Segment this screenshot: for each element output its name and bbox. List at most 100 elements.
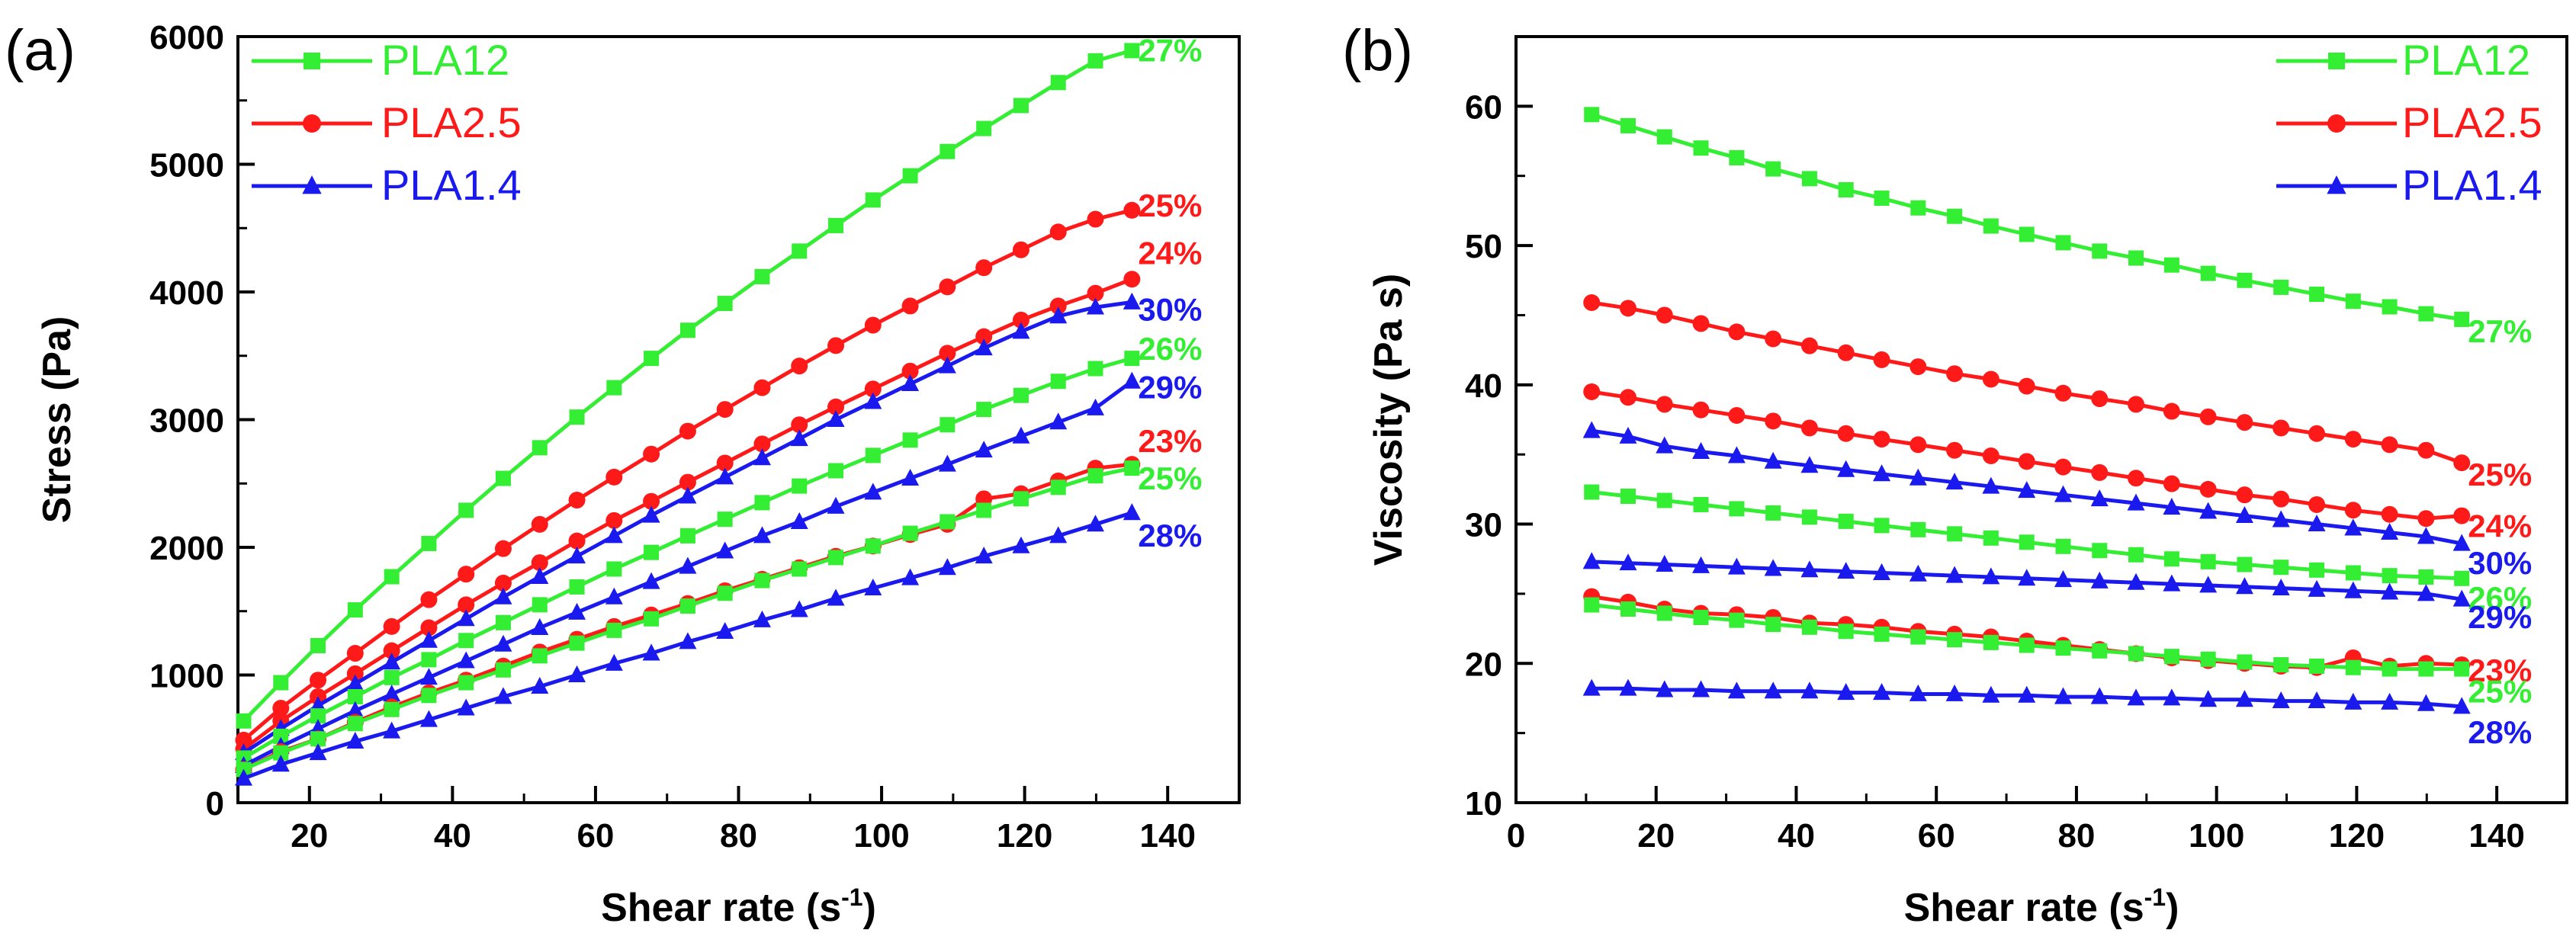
legend-label: PLA2.5 <box>2402 98 2542 146</box>
x-axis-title: Shear rate (s-1) <box>1904 883 2179 930</box>
data-point <box>531 617 549 635</box>
data-point <box>790 429 808 447</box>
data-point <box>644 611 660 627</box>
data-point <box>458 633 474 649</box>
data-point <box>2237 654 2253 670</box>
series-line <box>243 462 1132 771</box>
data-point <box>1692 556 1710 573</box>
data-point <box>1124 460 1140 476</box>
plot-frame <box>236 35 1241 804</box>
data-point <box>1693 609 1709 625</box>
data-point <box>2344 518 2362 536</box>
data-point <box>1764 451 1782 469</box>
data-point <box>236 713 252 729</box>
data-point <box>753 379 771 396</box>
data-point <box>2163 402 2180 420</box>
data-point <box>2454 570 2470 586</box>
data-point <box>1729 501 1745 517</box>
data-point <box>1692 680 1710 697</box>
data-point <box>458 596 475 614</box>
data-point <box>1582 678 1601 696</box>
data-point <box>1874 626 1890 642</box>
data-point <box>1123 371 1141 389</box>
data-point <box>1765 330 1782 348</box>
series-pla1-4-29: 29% <box>235 369 1202 773</box>
data-point <box>1837 460 1855 477</box>
data-point <box>1873 563 1891 580</box>
data-point <box>792 478 808 494</box>
data-point <box>2019 226 2035 242</box>
data-point <box>347 688 363 704</box>
data-point <box>1874 518 1890 534</box>
data-point <box>2382 299 2398 315</box>
data-point <box>1124 351 1140 367</box>
data-point <box>1049 412 1068 430</box>
data-point <box>1765 161 1781 177</box>
data-point <box>2345 659 2361 675</box>
data-point <box>2237 272 2253 288</box>
data-point <box>2453 454 2471 472</box>
data-point <box>2163 688 2181 706</box>
data-point <box>828 217 844 233</box>
x-tick-label: 20 <box>1637 817 1675 855</box>
data-point <box>1693 496 1709 512</box>
data-point <box>532 440 548 456</box>
data-point <box>2272 579 2290 596</box>
data-point <box>1656 129 1672 145</box>
data-point <box>1838 624 1854 640</box>
data-point <box>383 653 401 670</box>
data-point <box>792 243 808 259</box>
data-point <box>531 566 549 584</box>
data-point <box>1947 632 1963 648</box>
data-point <box>679 528 695 544</box>
x-tick-label: 80 <box>720 817 757 855</box>
data-point <box>791 358 808 375</box>
panel-label: (a) <box>5 18 75 83</box>
data-point <box>1873 351 1890 368</box>
data-point <box>2344 581 2362 598</box>
data-point <box>1582 552 1601 569</box>
data-point <box>717 511 733 528</box>
y-axis-title: Stress (Pa) <box>35 316 79 524</box>
data-point <box>384 569 400 585</box>
data-point <box>901 568 920 585</box>
data-point <box>716 454 734 472</box>
data-point <box>1728 407 1746 425</box>
data-point <box>1123 503 1141 521</box>
data-point <box>2127 493 2145 511</box>
data-point <box>939 278 956 296</box>
series-line <box>242 277 1133 751</box>
x-tick-label: 60 <box>1918 817 1955 855</box>
series-end-label: 25% <box>1138 460 1202 496</box>
data-point <box>568 665 586 682</box>
data-point <box>975 328 993 345</box>
legend-item-pla1-4: PLA1.4 <box>2276 161 2542 209</box>
data-point <box>1800 560 1819 578</box>
data-point <box>1087 361 1103 377</box>
data-point <box>309 743 327 761</box>
data-point <box>310 637 326 653</box>
series-pla1-4-30: 30% <box>235 291 1202 761</box>
data-point <box>1982 447 1999 465</box>
series-line <box>1591 595 2462 670</box>
data-point <box>2273 657 2289 673</box>
data-point <box>2417 510 2435 528</box>
data-point <box>2200 553 2216 569</box>
data-point <box>1947 208 1963 224</box>
data-point <box>1910 629 1926 645</box>
legend: PLA12 PLA2.5 PLA1.4 <box>252 36 522 209</box>
y-axis-title: Viscosity (Pa s) <box>1367 274 1411 566</box>
data-point <box>458 502 474 518</box>
data-point <box>2418 661 2434 677</box>
data-point <box>2344 692 2362 710</box>
series-line <box>242 48 1132 723</box>
data-point <box>457 698 475 716</box>
data-point <box>1087 210 1104 228</box>
y-tick-label: 4000 <box>149 274 224 312</box>
data-point <box>2019 637 2035 653</box>
data-point <box>2054 687 2072 704</box>
data-point <box>1049 297 1067 315</box>
data-point <box>605 526 623 544</box>
data-point <box>2091 463 2109 481</box>
data-point <box>2090 687 2109 704</box>
